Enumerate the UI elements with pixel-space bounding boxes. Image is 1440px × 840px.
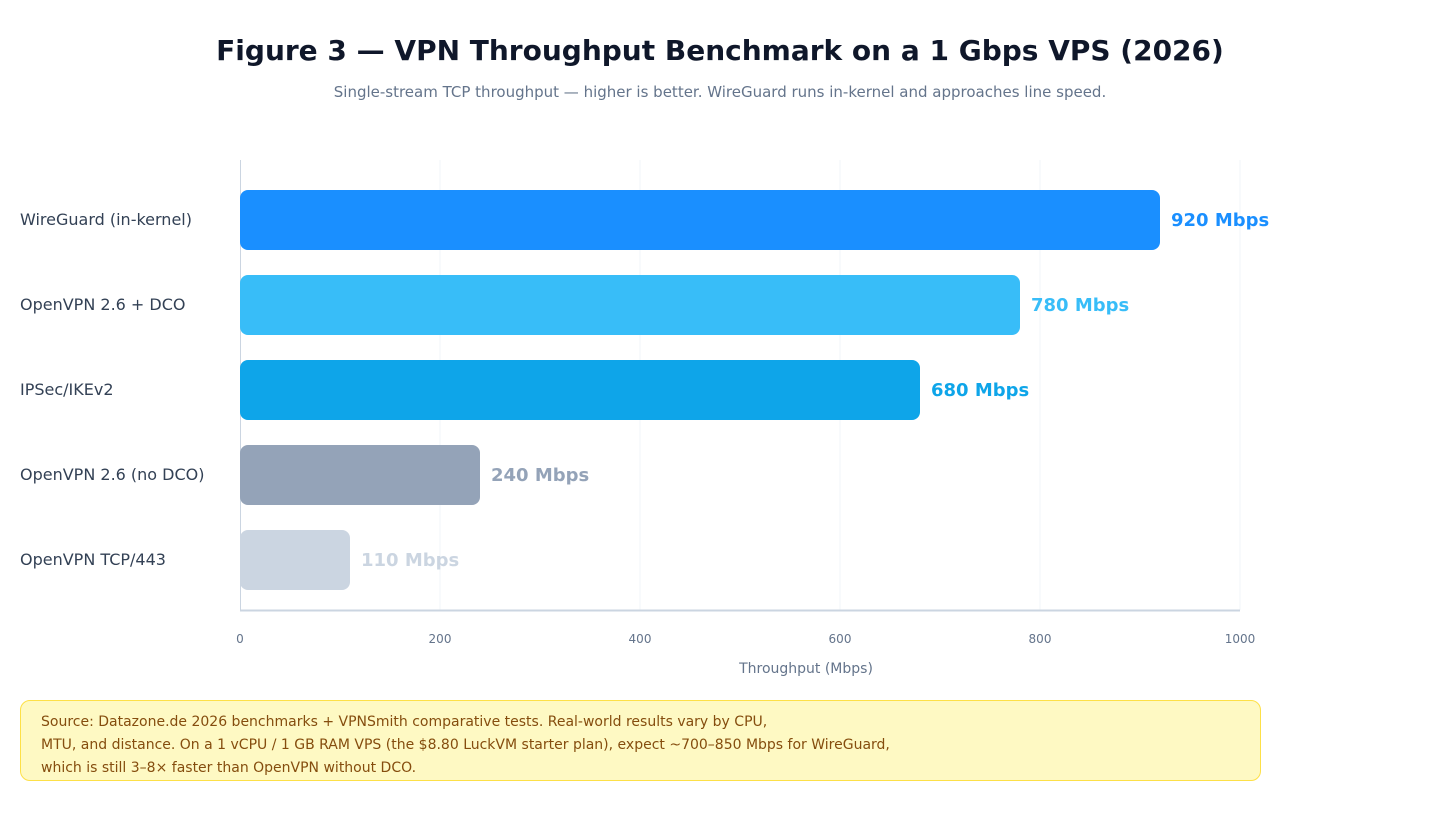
bar-value-label: 240 Mbps	[491, 465, 589, 486]
source-note-line: MTU, and distance. On a 1 vCPU / 1 GB RA…	[41, 737, 890, 753]
x-axis-label: Throughput (Mbps)	[738, 661, 873, 677]
x-tick-label: 0	[236, 632, 244, 646]
chart-subtitle: Single-stream TCP throughput — higher is…	[333, 83, 1107, 101]
x-tick-label: 1000	[1225, 632, 1256, 646]
source-note-line: Source: Datazone.de 2026 benchmarks + VP…	[41, 714, 768, 730]
category-label: OpenVPN TCP/443	[20, 550, 166, 569]
bar-value-label: 110 Mbps	[361, 550, 459, 571]
x-tick-label: 600	[829, 632, 852, 646]
x-tick-label: 800	[1029, 632, 1052, 646]
bar-chart: 0 200 400 600 800 1000 Throughput (Mbps) WireGu…	[20, 160, 1269, 677]
bar	[240, 190, 1160, 250]
bar	[240, 360, 920, 420]
category-label: IPSec/IKEv2	[20, 380, 114, 399]
source-note-line: which is still 3–8× faster than OpenVPN …	[41, 760, 417, 776]
bar-value-label: 920 Mbps	[1171, 210, 1269, 231]
bar-value-label: 680 Mbps	[931, 380, 1029, 401]
category-label: WireGuard (in-kernel)	[20, 210, 192, 229]
category-label: OpenVPN 2.6 (no DCO)	[20, 465, 205, 484]
bar	[240, 530, 350, 590]
x-tick-label: 400	[629, 632, 652, 646]
bar-value-label: 780 Mbps	[1031, 295, 1129, 316]
bar	[240, 275, 1020, 335]
category-label: OpenVPN 2.6 + DCO	[20, 295, 186, 314]
source-note: Source: Datazone.de 2026 benchmarks + VP…	[20, 700, 1261, 781]
x-tick-label: 200	[429, 632, 452, 646]
chart-title: Figure 3 — VPN Throughput Benchmark on a…	[216, 34, 1224, 67]
bar	[240, 445, 480, 505]
